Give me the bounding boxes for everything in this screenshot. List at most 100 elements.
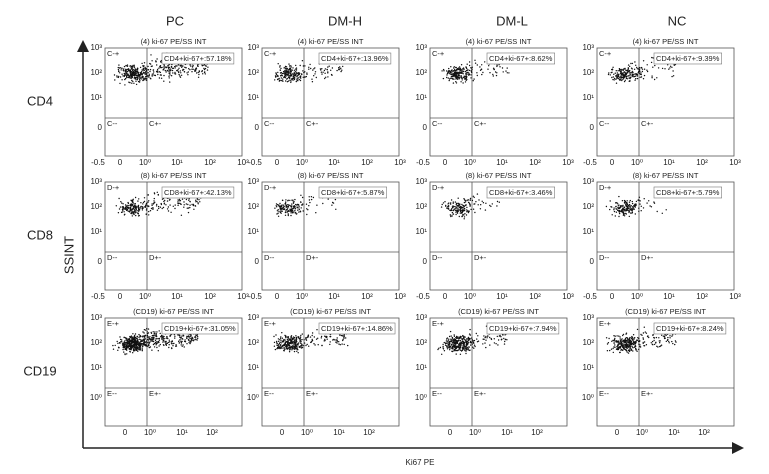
quadrant-label: D+- (149, 253, 162, 262)
event-dot (277, 209, 279, 211)
event-dot (623, 208, 626, 211)
event-dot (616, 72, 618, 74)
event-dot (275, 76, 277, 78)
event-dot (152, 343, 155, 346)
event-dot (287, 204, 289, 206)
event-dot (182, 65, 184, 67)
event-dot (464, 208, 466, 210)
event-dot (120, 341, 122, 343)
event-dot (617, 342, 620, 344)
event-dot (471, 343, 473, 345)
event-dot (623, 212, 625, 214)
event-dot (630, 345, 632, 347)
event-dot (629, 199, 631, 202)
event-dot (653, 202, 656, 204)
event-dot (281, 210, 283, 212)
event-dot (467, 69, 469, 72)
event-dot (627, 338, 629, 340)
event-dot (166, 208, 169, 210)
event-dot (139, 207, 141, 209)
event-dot (615, 202, 617, 204)
event-dot (636, 339, 638, 341)
event-dot (179, 76, 182, 78)
event-dot (134, 206, 136, 208)
event-dot (631, 72, 633, 74)
event-dot (336, 69, 338, 72)
event-dot (487, 68, 489, 70)
event-dot (448, 70, 450, 72)
event-dot (320, 335, 323, 338)
event-dot (180, 72, 182, 74)
event-dot (184, 66, 186, 69)
event-dot (149, 68, 152, 71)
event-dot (181, 198, 184, 200)
event-dot (127, 201, 129, 204)
event-dot (167, 341, 170, 344)
event-dot (304, 76, 306, 78)
x-tick-label: 0 (118, 158, 123, 167)
event-dot (277, 215, 280, 217)
event-dot (295, 347, 297, 350)
event-dot (297, 77, 300, 79)
event-dot (144, 341, 147, 343)
event-dot (286, 67, 288, 70)
event-dot (298, 208, 300, 211)
event-dot (617, 70, 619, 72)
event-dot (163, 74, 165, 77)
event-dot (331, 67, 334, 69)
event-dot (614, 344, 616, 346)
event-dot (292, 199, 294, 201)
event-dot (635, 348, 637, 350)
event-dot (284, 72, 286, 74)
event-dot (302, 210, 304, 212)
event-dot (455, 337, 457, 339)
event-dot (336, 342, 338, 344)
event-dot (625, 74, 627, 76)
event-dot (669, 335, 671, 337)
gate-label-box (486, 186, 556, 199)
event-dot (605, 337, 608, 339)
event-dot (662, 335, 665, 337)
event-dot (641, 334, 643, 336)
event-dot (664, 68, 666, 70)
event-dot (198, 73, 200, 76)
y-tick-label: 10² (247, 202, 259, 211)
event-dot (124, 207, 126, 209)
event-dot (291, 205, 293, 207)
event-dot (454, 344, 456, 346)
event-dot (197, 336, 199, 338)
event-dot (446, 76, 448, 79)
plot-frame (104, 181, 243, 291)
event-dot (180, 340, 182, 342)
event-dot (451, 215, 453, 217)
event-dot (125, 205, 128, 207)
x-tick-label: 10² (361, 292, 373, 301)
event-dot (303, 339, 305, 341)
event-dot (457, 72, 459, 74)
event-dot (617, 77, 619, 80)
event-dot (131, 73, 133, 76)
event-dot (635, 73, 637, 75)
event-dot (129, 77, 131, 79)
event-dot (280, 344, 282, 346)
event-dot (621, 200, 624, 202)
event-dot (465, 77, 467, 80)
event-dot (117, 349, 119, 351)
column-header: DM-L (496, 13, 528, 28)
event-dot (335, 208, 337, 210)
event-dot (458, 78, 460, 80)
event-dot (293, 350, 296, 353)
quadrant-label: E+- (149, 389, 161, 398)
event-dot (284, 334, 286, 337)
event-dot (280, 212, 282, 214)
event-dot (129, 346, 132, 348)
event-dot (628, 71, 631, 73)
event-dot (140, 76, 142, 79)
y-tick-label: 10¹ (582, 93, 594, 102)
event-dot (499, 66, 501, 68)
x-tick-label: 10¹ (333, 428, 345, 437)
event-dot (623, 199, 626, 202)
gate-label: CD8+ki-67+:5.79% (656, 188, 720, 197)
y-tick-label: 10² (90, 68, 102, 77)
event-dot (182, 338, 184, 340)
